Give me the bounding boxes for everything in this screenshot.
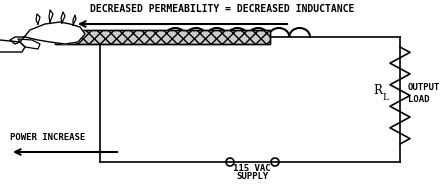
Text: OUTPUT: OUTPUT — [408, 83, 440, 92]
Polygon shape — [73, 15, 76, 25]
Text: 115 VAC: 115 VAC — [233, 164, 271, 173]
Text: SUPPLY: SUPPLY — [236, 172, 268, 181]
Polygon shape — [49, 10, 53, 22]
Polygon shape — [61, 12, 65, 23]
Text: POWER INCREASE: POWER INCREASE — [10, 132, 85, 142]
Bar — [55, 30, 270, 44]
Bar — [55, 30, 270, 44]
Polygon shape — [36, 14, 40, 24]
Polygon shape — [18, 39, 40, 49]
Text: L: L — [382, 93, 388, 102]
Text: R: R — [373, 84, 382, 97]
Text: LOAD: LOAD — [408, 95, 429, 104]
Text: DECREASED PERMEABILITY = DECREASED INDUCTANCE: DECREASED PERMEABILITY = DECREASED INDUC… — [90, 4, 354, 14]
Polygon shape — [10, 22, 85, 44]
Polygon shape — [0, 40, 25, 52]
